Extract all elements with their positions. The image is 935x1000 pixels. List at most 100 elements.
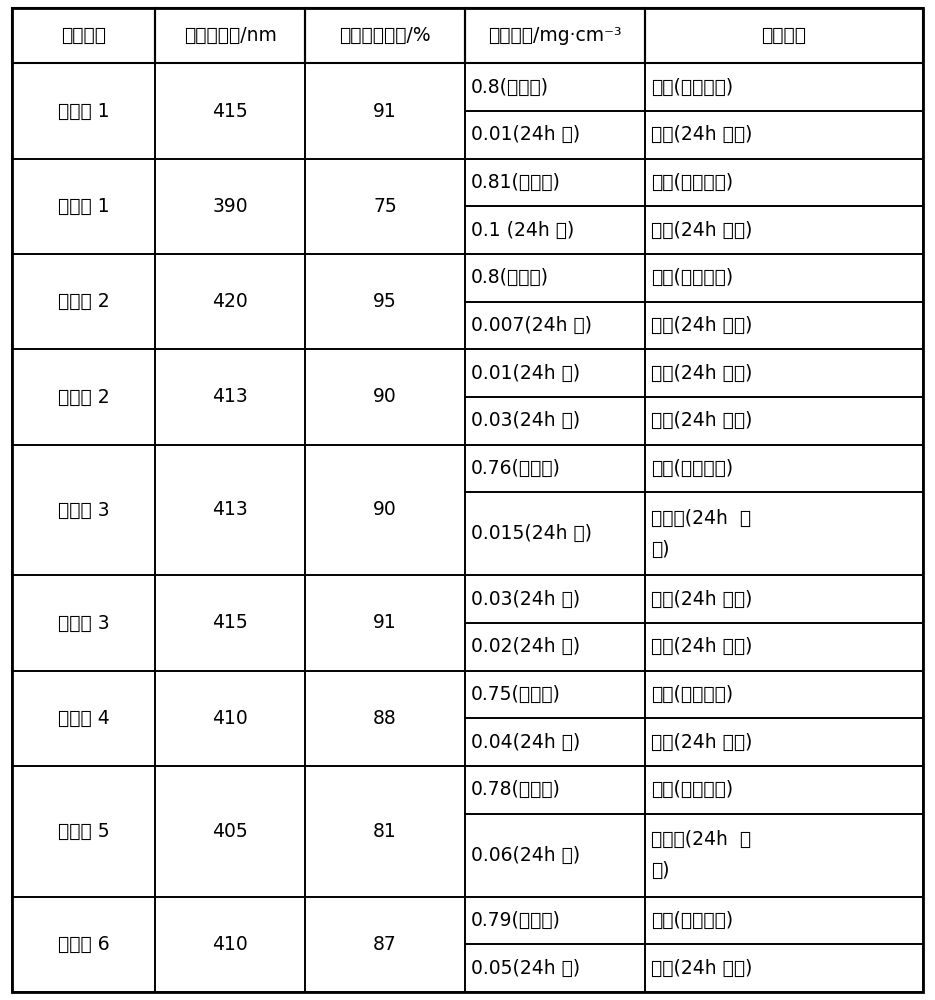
Text: 实施例 2: 实施例 2 bbox=[58, 387, 109, 406]
Bar bbox=[645, 718, 923, 766]
Text: 很光亮(24h  效
果): 很光亮(24h 效 果) bbox=[651, 830, 751, 880]
Bar bbox=[155, 575, 305, 671]
Bar bbox=[155, 445, 305, 575]
Text: 0.76(初始值): 0.76(初始值) bbox=[471, 459, 561, 478]
Bar bbox=[465, 445, 645, 492]
Bar bbox=[465, 897, 645, 944]
Bar bbox=[645, 206, 923, 254]
Text: 0.007(24h 值): 0.007(24h 值) bbox=[471, 316, 592, 335]
Bar bbox=[155, 159, 305, 254]
Bar bbox=[465, 302, 645, 349]
Bar bbox=[465, 397, 645, 445]
Bar bbox=[155, 766, 305, 897]
Bar bbox=[12, 254, 155, 349]
Text: 413: 413 bbox=[212, 387, 248, 406]
Bar bbox=[12, 349, 155, 445]
Bar bbox=[155, 671, 305, 766]
Text: 对比例 3: 对比例 3 bbox=[58, 500, 109, 519]
Text: 91: 91 bbox=[373, 102, 396, 121]
Text: 0.01(24h 值): 0.01(24h 值) bbox=[471, 364, 580, 383]
Bar bbox=[645, 623, 923, 671]
Text: 0.8(初始值): 0.8(初始值) bbox=[471, 78, 549, 97]
Bar bbox=[305, 575, 465, 671]
Bar bbox=[645, 63, 923, 111]
Bar bbox=[465, 623, 645, 671]
Text: 415: 415 bbox=[212, 102, 248, 121]
Bar bbox=[155, 349, 305, 445]
Text: 光亮(24h 效果): 光亮(24h 效果) bbox=[651, 959, 753, 978]
Text: 对比例 2: 对比例 2 bbox=[58, 292, 109, 311]
Text: 检测项目: 检测项目 bbox=[61, 26, 106, 45]
Bar bbox=[12, 897, 155, 992]
Text: 91: 91 bbox=[373, 613, 396, 633]
Bar bbox=[465, 159, 645, 206]
Text: 88: 88 bbox=[373, 709, 396, 728]
Bar bbox=[465, 206, 645, 254]
Text: 吸光度波长/nm: 吸光度波长/nm bbox=[183, 26, 277, 45]
Bar bbox=[465, 671, 645, 718]
Bar bbox=[12, 63, 155, 159]
Bar bbox=[155, 254, 305, 349]
Text: 很光亮(24h  效
果): 很光亮(24h 效 果) bbox=[651, 509, 751, 559]
Bar bbox=[155, 63, 305, 159]
Text: 蓝光(初始效果): 蓝光(初始效果) bbox=[651, 268, 733, 287]
Bar bbox=[645, 445, 923, 492]
Bar bbox=[305, 897, 465, 992]
Text: 413: 413 bbox=[212, 500, 248, 519]
Text: 90: 90 bbox=[373, 387, 396, 406]
Bar bbox=[305, 445, 465, 575]
Text: 上光效果: 上光效果 bbox=[761, 26, 807, 45]
Text: 蓝光(初始效果): 蓝光(初始效果) bbox=[651, 685, 733, 704]
Bar bbox=[465, 8, 645, 63]
Bar bbox=[155, 8, 305, 63]
Text: 蓝光(初始效果): 蓝光(初始效果) bbox=[651, 780, 733, 799]
Bar bbox=[12, 575, 155, 671]
Text: 对比例 1: 对比例 1 bbox=[58, 197, 109, 216]
Bar bbox=[645, 897, 923, 944]
Bar bbox=[645, 254, 923, 302]
Text: 75: 75 bbox=[373, 197, 396, 216]
Text: 光亮(24h 效果): 光亮(24h 效果) bbox=[651, 733, 753, 752]
Bar bbox=[645, 8, 923, 63]
Text: 410: 410 bbox=[212, 709, 248, 728]
Bar bbox=[12, 671, 155, 766]
Text: 415: 415 bbox=[212, 613, 248, 633]
Text: 光亮(24h 效果): 光亮(24h 效果) bbox=[651, 316, 753, 335]
Bar bbox=[645, 349, 923, 397]
Bar bbox=[465, 766, 645, 814]
Bar bbox=[305, 349, 465, 445]
Bar bbox=[465, 254, 645, 302]
Text: 实施例 6: 实施例 6 bbox=[58, 935, 109, 954]
Text: 0.75(初始值): 0.75(初始值) bbox=[471, 685, 561, 704]
Text: 0.79(初始值): 0.79(初始值) bbox=[471, 911, 561, 930]
Bar bbox=[465, 63, 645, 111]
Text: 0.03(24h 值): 0.03(24h 值) bbox=[471, 590, 580, 609]
Bar bbox=[645, 575, 923, 623]
Bar bbox=[465, 111, 645, 159]
Bar bbox=[305, 254, 465, 349]
Text: 蓝光(初始效果): 蓝光(初始效果) bbox=[651, 459, 733, 478]
Bar bbox=[645, 944, 923, 992]
Text: 0.03(24h 值): 0.03(24h 值) bbox=[471, 411, 580, 430]
Bar bbox=[645, 492, 923, 575]
Text: 甲基橙降解率/%: 甲基橙降解率/% bbox=[339, 26, 431, 45]
Text: 光亮(24h 效果): 光亮(24h 效果) bbox=[651, 411, 753, 430]
Bar bbox=[465, 944, 645, 992]
Bar bbox=[645, 159, 923, 206]
Text: 405: 405 bbox=[212, 822, 248, 841]
Text: 实施例 4: 实施例 4 bbox=[58, 709, 109, 728]
Text: 实施例 3: 实施例 3 bbox=[58, 613, 109, 633]
Text: 光亮(24h 效果): 光亮(24h 效果) bbox=[651, 637, 753, 656]
Text: 光亮(24h 效果): 光亮(24h 效果) bbox=[651, 125, 753, 144]
Text: 0.81(初始值): 0.81(初始值) bbox=[471, 173, 561, 192]
Text: 蓝光(初始效果): 蓝光(初始效果) bbox=[651, 78, 733, 97]
Text: 0.8(初始值): 0.8(初始值) bbox=[471, 268, 549, 287]
Text: 0.02(24h 值): 0.02(24h 值) bbox=[471, 637, 580, 656]
Text: 光亮(24h 效果): 光亮(24h 效果) bbox=[651, 221, 753, 240]
Text: 87: 87 bbox=[373, 935, 396, 954]
Text: 81: 81 bbox=[373, 822, 396, 841]
Text: 95: 95 bbox=[373, 292, 396, 311]
Bar bbox=[305, 8, 465, 63]
Bar bbox=[465, 575, 645, 623]
Bar bbox=[465, 718, 645, 766]
